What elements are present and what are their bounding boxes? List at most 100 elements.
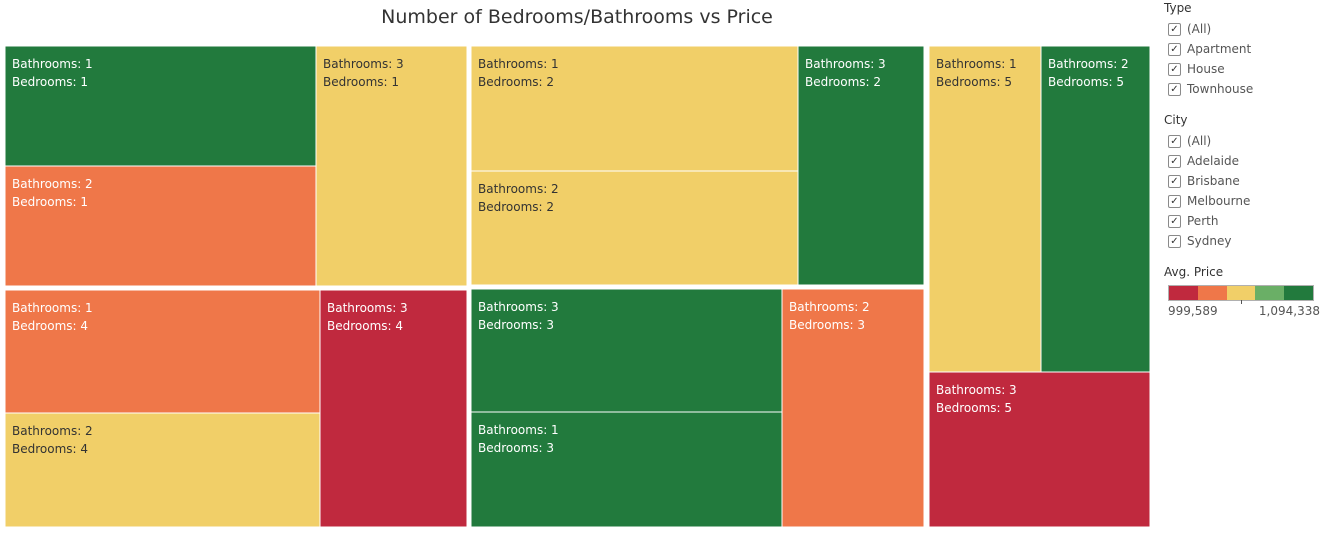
checkbox-icon[interactable]: ✓ (1168, 62, 1181, 76)
tile-bedrooms-label: Bedrooms: 4 (327, 319, 403, 333)
city-filter-adelaide[interactable]: ✓ Adelaide (1164, 151, 1322, 171)
ramp-midpoint-tick (1241, 300, 1242, 304)
filter-label: House (1187, 62, 1225, 76)
tile-bathrooms-label: Bathrooms: 3 (936, 383, 1017, 397)
checkbox-icon[interactable]: ✓ (1168, 134, 1181, 148)
tile-bedrooms-label: Bedrooms: 3 (789, 318, 865, 332)
treemap-tile-rect[interactable] (781, 288, 925, 528)
treemap-chart: Bathrooms: 1 Bedrooms: 1 Bathrooms: 2 Bedro… (4, 45, 1151, 528)
tile-bathrooms-label: Bathrooms: 2 (789, 300, 870, 314)
checkbox-icon[interactable]: ✓ (1168, 42, 1181, 56)
filter-label: (All) (1187, 22, 1212, 36)
tile-bedrooms-label: Bedrooms: 1 (12, 195, 88, 209)
checkbox-icon[interactable]: ✓ (1168, 82, 1181, 96)
treemap-tile-rect[interactable] (1040, 45, 1151, 373)
tile-bathrooms-label: Bathrooms: 3 (805, 57, 886, 71)
color-ramp-swatch (1226, 286, 1256, 300)
filter-label: Townhouse (1187, 82, 1254, 96)
color-ramp-swatch (1284, 286, 1313, 300)
color-ramp-swatch (1169, 286, 1198, 300)
checkbox-icon[interactable]: ✓ (1168, 214, 1181, 228)
type-filter-title: Type (1164, 1, 1192, 15)
color-ramp-swatch (1255, 286, 1285, 300)
filter-label: Adelaide (1187, 154, 1240, 168)
tile-bedrooms-label: Bedrooms: 5 (1048, 75, 1124, 89)
treemap-tile-rect[interactable] (315, 45, 468, 287)
color-ramp-max-label: 1,094,338 (1258, 304, 1320, 318)
city-filter-title: City (1164, 113, 1188, 127)
tile-bedrooms-label: Bedrooms: 3 (478, 441, 554, 455)
tile-bedrooms-label: Bedrooms: 2 (478, 75, 554, 89)
city-filter-sydney[interactable]: ✓ Sydney (1164, 231, 1322, 251)
treemap-tile-rect[interactable] (470, 170, 799, 286)
tile-bedrooms-label: Bedrooms: 2 (478, 200, 554, 214)
treemap-tile[interactable]: Bathrooms: 3 Bedrooms: 4 (319, 289, 468, 528)
checkbox-icon[interactable]: ✓ (1168, 194, 1181, 208)
tile-bathrooms-label: Bathrooms: 1 (478, 423, 559, 437)
tile-bathrooms-label: Bathrooms: 3 (323, 57, 404, 71)
treemap-tile[interactable]: Bathrooms: 1 Bedrooms: 2 (470, 45, 799, 172)
treemap-tile[interactable]: Bathrooms: 1 Bedrooms: 1 (4, 45, 317, 167)
tile-bedrooms-label: Bedrooms: 5 (936, 75, 1012, 89)
treemap-tile-rect[interactable] (928, 45, 1042, 373)
color-ramp-labels: 999,589 1,094,338 (1168, 304, 1320, 318)
city-filter-perth[interactable]: ✓ Perth (1164, 211, 1322, 231)
filter-label: Brisbane (1187, 174, 1240, 188)
treemap-tile[interactable]: Bathrooms: 2 Bedrooms: 3 (781, 288, 925, 528)
tile-bathrooms-label: Bathrooms: 2 (12, 424, 93, 438)
tile-bedrooms-label: Bedrooms: 4 (12, 319, 88, 333)
type-filter-list: ✓ (All) ✓ Apartment ✓ House ✓ Townhouse (1164, 19, 1322, 99)
filter-label: Apartment (1187, 42, 1252, 56)
checkbox-icon[interactable]: ✓ (1168, 22, 1181, 36)
tile-bedrooms-label: Bedrooms: 4 (12, 442, 88, 456)
filter-label: Perth (1187, 214, 1219, 228)
tile-bathrooms-label: Bathrooms: 1 (12, 301, 93, 315)
tile-bathrooms-label: Bathrooms: 3 (327, 301, 408, 315)
tile-bedrooms-label: Bedrooms: 3 (478, 318, 554, 332)
treemap-tile-rect[interactable] (797, 45, 925, 286)
treemap-tile[interactable]: Bathrooms: 3 Bedrooms: 2 (797, 45, 925, 286)
tile-bedrooms-label: Bedrooms: 1 (12, 75, 88, 89)
color-ramp-min-label: 999,589 (1168, 304, 1218, 318)
treemap-tile-rect[interactable] (319, 289, 468, 528)
type-filter-townhouse[interactable]: ✓ Townhouse (1164, 79, 1322, 99)
filter-label: (All) (1187, 134, 1212, 148)
type-filter-house[interactable]: ✓ House (1164, 59, 1322, 79)
treemap-tile-rect[interactable] (4, 412, 321, 528)
tile-bathrooms-label: Bathrooms: 1 (478, 57, 559, 71)
legend-panel: Type ✓ (All) ✓ Apartment ✓ House ✓ Townhouse… (1164, 0, 1322, 318)
treemap-tile-rect[interactable] (470, 45, 799, 172)
tile-bathrooms-label: Bathrooms: 1 (12, 57, 93, 71)
type-filter-apartment[interactable]: ✓ Apartment (1164, 39, 1322, 59)
treemap-tile[interactable]: Bathrooms: 3 Bedrooms: 3 (470, 288, 783, 413)
tile-bathrooms-label: Bathrooms: 2 (12, 177, 93, 191)
type-filter-all[interactable]: ✓ (All) (1164, 19, 1322, 39)
city-filter-list: ✓ (All) ✓ Adelaide ✓ Brisbane ✓ Melbourne ✓ P… (1164, 131, 1322, 251)
treemap-tile[interactable]: Bathrooms: 3 Bedrooms: 1 (315, 45, 468, 287)
tile-bedrooms-label: Bedrooms: 1 (323, 75, 399, 89)
filter-label: Melbourne (1187, 194, 1251, 208)
tile-bathrooms-label: Bathrooms: 2 (1048, 57, 1129, 71)
checkbox-icon[interactable]: ✓ (1168, 174, 1181, 188)
treemap-tile[interactable]: Bathrooms: 2 Bedrooms: 4 (4, 412, 321, 528)
treemap-tile-rect[interactable] (4, 165, 317, 287)
treemap-tile-rect[interactable] (928, 371, 1151, 528)
checkbox-icon[interactable]: ✓ (1168, 234, 1181, 248)
tile-bathrooms-label: Bathrooms: 1 (936, 57, 1017, 71)
city-filter-all[interactable]: ✓ (All) (1164, 131, 1322, 151)
color-ramp (1168, 285, 1314, 304)
chart-title: Number of Bedrooms/Bathrooms vs Price (381, 6, 773, 28)
city-filter-brisbane[interactable]: ✓ Brisbane (1164, 171, 1322, 191)
treemap-tile[interactable]: Bathrooms: 1 Bedrooms: 4 (4, 289, 321, 414)
treemap-tile[interactable]: Bathrooms: 2 Bedrooms: 5 (1040, 45, 1151, 373)
treemap-tile[interactable]: Bathrooms: 1 Bedrooms: 5 (928, 45, 1042, 373)
treemap-tile-rect[interactable] (470, 411, 783, 528)
checkbox-icon[interactable]: ✓ (1168, 154, 1181, 168)
treemap-tile[interactable]: Bathrooms: 1 Bedrooms: 3 (470, 411, 783, 528)
city-filter-melbourne[interactable]: ✓ Melbourne (1164, 191, 1322, 211)
treemap-tile[interactable]: Bathrooms: 2 Bedrooms: 1 (4, 165, 317, 287)
treemap-tile[interactable]: Bathrooms: 3 Bedrooms: 5 (928, 371, 1151, 528)
treemap-tile-rect[interactable] (4, 289, 321, 414)
treemap-tile[interactable]: Bathrooms: 2 Bedrooms: 2 (470, 170, 799, 286)
color-ramp-swatch (1197, 286, 1227, 300)
